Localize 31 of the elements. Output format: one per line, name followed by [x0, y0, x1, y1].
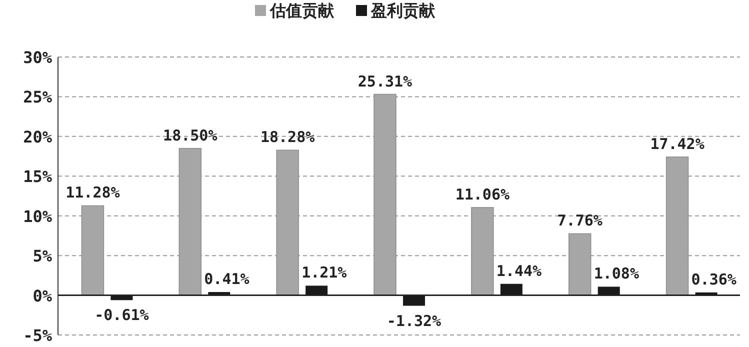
data-label: 0.36%: [691, 270, 736, 288]
bar: [568, 233, 592, 296]
legend-label: 估值贡献: [269, 1, 335, 20]
legend-label: 盈利贡献: [370, 1, 436, 20]
data-label: 7.76%: [557, 212, 602, 230]
bar: [276, 150, 299, 296]
bar: [81, 205, 104, 296]
y-tick-label: 30%: [23, 48, 52, 67]
y-tick-label: -5%: [23, 326, 52, 345]
y-tick-label: 5%: [32, 246, 52, 266]
data-label: 11.28%: [66, 184, 120, 202]
y-tick-label: 10%: [23, 206, 52, 226]
data-label: -1.32%: [386, 312, 442, 330]
bar: [374, 94, 396, 296]
bar: [471, 207, 494, 296]
data-label: 1.44%: [496, 262, 542, 280]
data-label: 25.31%: [358, 72, 412, 90]
data-label: 0.41%: [204, 270, 250, 288]
bar: [666, 156, 689, 296]
data-label: 11.06%: [455, 185, 510, 204]
data-label: 1.08%: [594, 264, 640, 283]
data-label: -0.61%: [94, 306, 149, 324]
bar: [178, 148, 202, 296]
y-tick-label: 0%: [32, 286, 52, 306]
data-label: 18.50%: [163, 126, 218, 144]
data-label: 17.42%: [650, 134, 704, 153]
y-tick-label: 15%: [23, 167, 52, 186]
data-label: 1.21%: [302, 264, 347, 282]
data-label: 18.28%: [260, 128, 315, 146]
y-tick-label: 20%: [23, 127, 52, 146]
y-tick-label: 25%: [23, 88, 52, 107]
